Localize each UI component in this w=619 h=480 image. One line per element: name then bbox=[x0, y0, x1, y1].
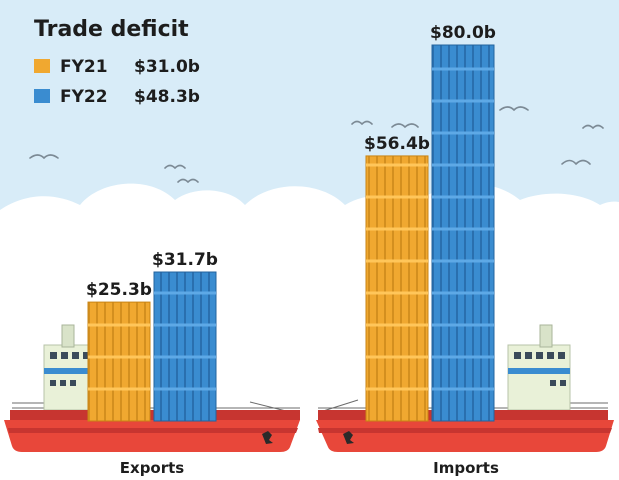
container-divider bbox=[432, 131, 494, 135]
container-divider bbox=[366, 291, 428, 295]
value-label-exports-fy21: $25.3b bbox=[86, 280, 152, 300]
ship-cabin-stripe bbox=[44, 368, 106, 374]
ship-windows bbox=[514, 352, 566, 386]
container-divider bbox=[432, 291, 494, 295]
bars-layer bbox=[87, 44, 495, 422]
chart-title: Trade deficit bbox=[34, 17, 189, 42]
container-divider bbox=[366, 259, 428, 263]
container-divider bbox=[432, 355, 494, 359]
value-label-exports-fy22: $31.7b bbox=[152, 250, 218, 270]
ship-mast bbox=[61, 324, 75, 348]
legend-value-fy21: $31.0b bbox=[134, 57, 200, 77]
container-divider bbox=[88, 387, 150, 391]
value-label-imports-fy22: $80.0b bbox=[430, 23, 496, 43]
container-divider bbox=[366, 195, 428, 199]
bird-icon bbox=[391, 123, 419, 129]
bird-icon bbox=[499, 106, 529, 112]
ship-mast bbox=[539, 324, 553, 348]
container-divider bbox=[154, 387, 216, 391]
container-divider bbox=[366, 355, 428, 359]
container-divider bbox=[366, 387, 428, 391]
bar-imports-fy21 bbox=[365, 155, 429, 422]
bar-imports-fy22 bbox=[431, 44, 495, 422]
category-label-imports: Imports bbox=[433, 459, 499, 477]
container-divider bbox=[154, 323, 216, 327]
anchor-icon bbox=[343, 431, 354, 444]
container-divider bbox=[432, 323, 494, 327]
ship-hull bbox=[316, 420, 614, 452]
bird-icon bbox=[164, 164, 186, 170]
ship-hull-stripe bbox=[8, 428, 298, 433]
bar-fill bbox=[365, 155, 429, 422]
bar-fill bbox=[153, 271, 217, 422]
container-divider bbox=[432, 259, 494, 263]
container-divider bbox=[432, 227, 494, 231]
container-divider bbox=[432, 195, 494, 199]
bird-icon bbox=[561, 159, 591, 166]
container-divider bbox=[366, 323, 428, 327]
bar-exports-fy21 bbox=[87, 301, 151, 422]
container-divider bbox=[432, 99, 494, 103]
legend-swatch-fy22 bbox=[34, 89, 50, 103]
birds bbox=[29, 106, 604, 184]
legend-label-fy22: FY22 bbox=[60, 87, 108, 107]
legend: FY21 $31.0b FY22 $48.3b bbox=[34, 57, 200, 107]
container-divider bbox=[154, 355, 216, 359]
bird-icon bbox=[351, 120, 373, 126]
container-divider bbox=[366, 227, 428, 231]
bar-fill bbox=[87, 301, 151, 422]
bar-exports-fy22 bbox=[153, 271, 217, 422]
container-divider bbox=[154, 291, 216, 295]
value-label-imports-fy21: $56.4b bbox=[364, 134, 430, 154]
ship-cabin-stripe bbox=[508, 368, 570, 374]
bird-icon bbox=[177, 178, 199, 184]
category-label-exports: Exports bbox=[120, 459, 185, 477]
anchor-icon bbox=[262, 431, 273, 444]
container-divider bbox=[88, 355, 150, 359]
legend-swatch-fy21 bbox=[34, 59, 50, 73]
ship-hull-stripe bbox=[318, 428, 612, 433]
legend-label-fy21: FY21 bbox=[60, 57, 108, 77]
ship-exports bbox=[4, 324, 300, 452]
container-divider bbox=[432, 387, 494, 391]
container-divider bbox=[88, 323, 150, 327]
bird-icon bbox=[582, 124, 604, 130]
value-labels: $25.3b$31.7b $56.4b $80.0b bbox=[86, 23, 496, 300]
container-divider bbox=[432, 67, 494, 71]
bird-icon bbox=[29, 154, 59, 160]
ship-hull bbox=[4, 420, 300, 452]
container-divider bbox=[432, 163, 494, 167]
container-divider bbox=[366, 163, 428, 167]
legend-value-fy22: $48.3b bbox=[134, 87, 200, 107]
